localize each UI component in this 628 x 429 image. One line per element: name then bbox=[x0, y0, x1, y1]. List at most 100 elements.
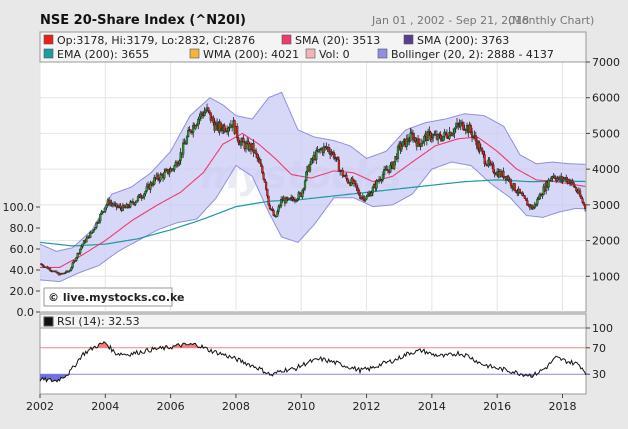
candle-down bbox=[356, 187, 359, 191]
candle-down bbox=[502, 170, 505, 179]
candle-up bbox=[370, 192, 373, 197]
time-axis-label: 2016 bbox=[483, 400, 511, 413]
candle-up bbox=[85, 238, 88, 243]
candle-up bbox=[536, 198, 539, 205]
candlesticks bbox=[40, 103, 587, 276]
candle-up bbox=[453, 128, 456, 134]
candle-up bbox=[442, 136, 445, 141]
candle-down bbox=[337, 159, 341, 172]
candle-up bbox=[91, 230, 94, 233]
candle-down bbox=[482, 150, 485, 155]
rsi-overbought-fill bbox=[40, 341, 586, 348]
candle-up bbox=[454, 126, 457, 129]
candle-down bbox=[48, 268, 52, 271]
volume-axis-label: 20.0 bbox=[10, 285, 35, 298]
time-axis-label: 2006 bbox=[157, 400, 185, 413]
candle-up bbox=[185, 136, 189, 144]
volume-axis-label: 100.0 bbox=[3, 201, 35, 214]
candle-down bbox=[219, 122, 222, 129]
candle-up bbox=[135, 200, 138, 203]
candle-down bbox=[414, 137, 417, 142]
candle-down bbox=[493, 172, 496, 175]
candle-down bbox=[362, 196, 366, 201]
candle-down bbox=[462, 122, 465, 130]
candle-down bbox=[268, 204, 271, 209]
candle-up bbox=[159, 174, 162, 181]
candle-up bbox=[182, 142, 185, 155]
candle-up bbox=[71, 262, 74, 268]
candle-up bbox=[97, 220, 101, 223]
legend-swatch bbox=[43, 48, 54, 59]
candle-down bbox=[523, 195, 526, 199]
candle-down bbox=[354, 180, 357, 184]
candle-up bbox=[70, 267, 73, 271]
price-axis-label: 1000 bbox=[592, 270, 620, 283]
candle-up bbox=[145, 186, 148, 192]
rsi-axis-label: 30 bbox=[592, 368, 606, 381]
legend-label: SMA (200): 3763 bbox=[417, 34, 509, 47]
candle-down bbox=[126, 204, 130, 208]
candle-down bbox=[474, 135, 477, 142]
candle-down bbox=[346, 178, 349, 183]
candle-down bbox=[418, 138, 421, 145]
watermark-label-box bbox=[43, 287, 173, 307]
candle-up bbox=[104, 207, 107, 212]
candle-down bbox=[357, 190, 361, 196]
candle-down bbox=[267, 195, 270, 206]
ema200-line bbox=[39, 179, 586, 247]
candle-down bbox=[223, 125, 226, 132]
candle-up bbox=[81, 243, 84, 247]
rsi-legend-box bbox=[39, 313, 587, 329]
candle-up bbox=[426, 130, 430, 141]
candle-up bbox=[163, 172, 166, 179]
candle-down bbox=[55, 270, 58, 273]
candle-up bbox=[214, 124, 217, 131]
candle-down bbox=[272, 210, 275, 216]
candle-up bbox=[105, 204, 108, 209]
candle-down bbox=[526, 200, 529, 206]
candle-up bbox=[532, 207, 535, 210]
time-axis-label: 2008 bbox=[222, 400, 250, 413]
time-axis-label: 2012 bbox=[353, 400, 381, 413]
time-axis-label: 2014 bbox=[418, 400, 446, 413]
candle-down bbox=[263, 179, 266, 183]
candle-down bbox=[189, 129, 192, 133]
legend-swatch bbox=[281, 34, 292, 45]
candle-down bbox=[578, 190, 582, 197]
candle-up bbox=[305, 171, 308, 182]
volume-axis-label: 60.0 bbox=[10, 243, 35, 256]
candle-up bbox=[400, 146, 403, 150]
candle-down bbox=[580, 195, 583, 199]
time-axis-label: 2004 bbox=[91, 400, 119, 413]
candle-down bbox=[470, 131, 474, 138]
candle-up bbox=[459, 123, 462, 127]
candle-up bbox=[197, 118, 200, 125]
candle-down bbox=[444, 131, 447, 135]
candle-down bbox=[582, 202, 585, 205]
candle-down bbox=[481, 148, 484, 152]
candle-up bbox=[94, 227, 97, 230]
bollinger-upper-line bbox=[39, 91, 586, 252]
price-axis-label: 4000 bbox=[592, 163, 620, 176]
legend-label: SMA (20): 3513 bbox=[295, 34, 380, 47]
candle-up bbox=[76, 252, 79, 258]
chart-title: NSE 20-Share Index (^N20I) bbox=[40, 13, 246, 28]
legend: Op:3178, Hi:3179, Lo:2832, Cl:2876 SMA (2… bbox=[43, 34, 554, 61]
candle-down bbox=[254, 150, 258, 155]
candle-down bbox=[341, 169, 344, 176]
candle-up bbox=[538, 193, 541, 200]
legend-label: Op:3178, Hi:3179, Lo:2832, Cl:2876 bbox=[57, 34, 255, 47]
candle-up bbox=[308, 163, 312, 172]
candle-up bbox=[366, 194, 369, 197]
candle-up bbox=[143, 193, 146, 198]
candle-down bbox=[273, 215, 276, 217]
candle-up bbox=[178, 160, 181, 164]
candle-down bbox=[327, 147, 330, 152]
legend-label: WMA (200): 4021 bbox=[203, 48, 299, 61]
candle-down bbox=[258, 158, 261, 164]
candle-up bbox=[396, 146, 400, 160]
candle-up bbox=[80, 246, 83, 250]
candle-down bbox=[553, 175, 557, 179]
legend-label: Vol: 0 bbox=[319, 48, 350, 61]
candle-up bbox=[204, 110, 207, 113]
